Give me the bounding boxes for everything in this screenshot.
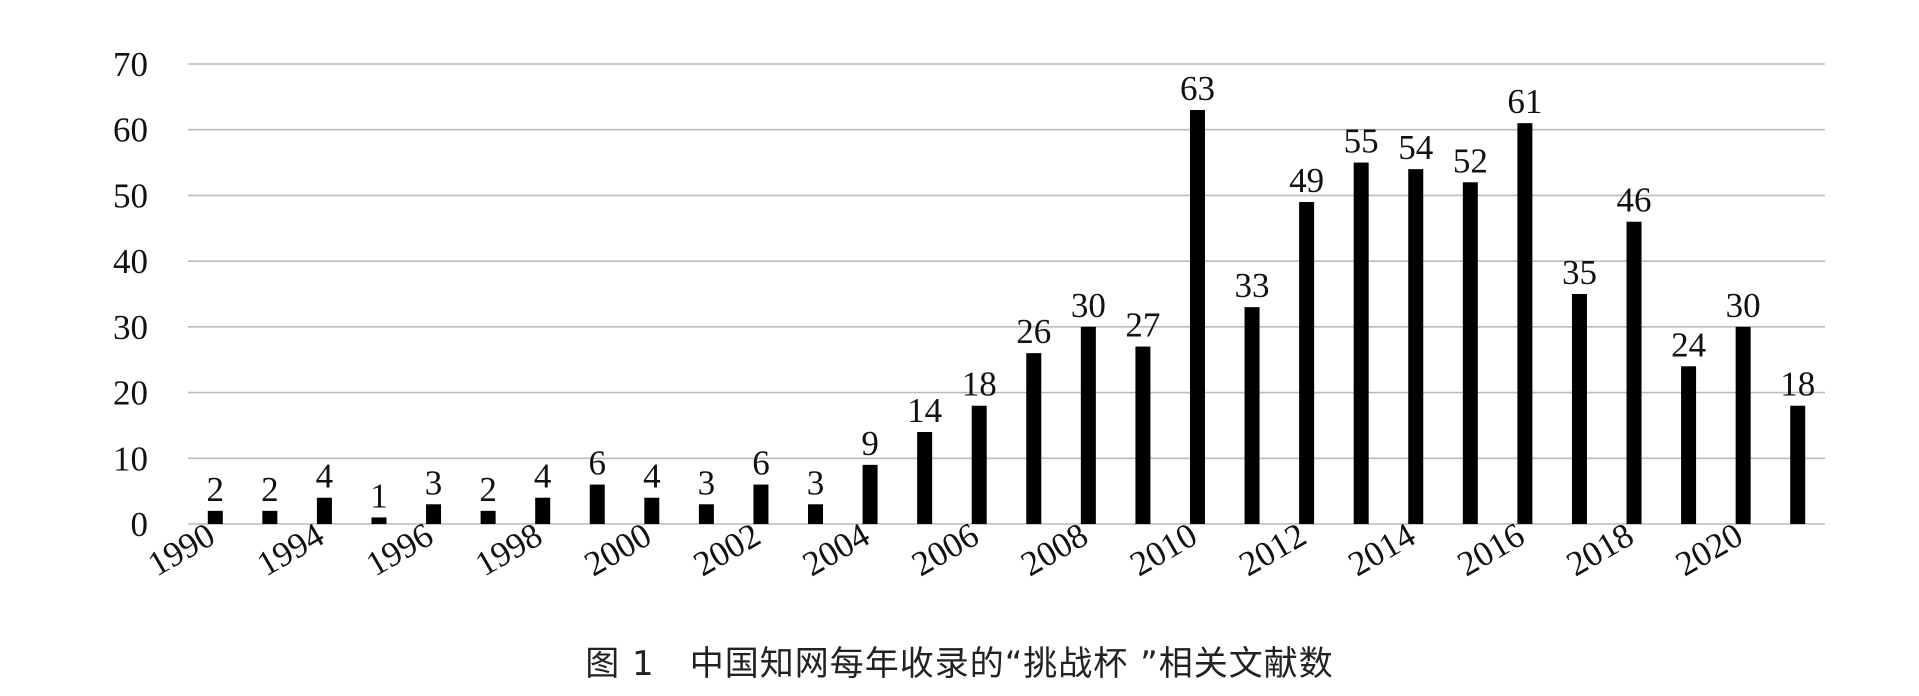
bar xyxy=(808,504,824,524)
y-tick-label: 10 xyxy=(113,439,148,478)
bar xyxy=(1626,221,1642,524)
data-label: 46 xyxy=(1617,181,1652,220)
bar xyxy=(207,510,223,524)
data-label: 1 xyxy=(370,476,388,515)
bar xyxy=(1026,353,1042,524)
bar xyxy=(1189,110,1205,524)
data-label: 26 xyxy=(1016,312,1051,351)
y-tick-label: 40 xyxy=(113,242,148,281)
data-label: 4 xyxy=(534,457,552,496)
y-tick-label: 70 xyxy=(113,45,148,84)
data-label: 35 xyxy=(1562,253,1597,292)
y-tick-label: 0 xyxy=(131,505,149,544)
data-label: 3 xyxy=(698,463,716,502)
x-tick-label: 2018 xyxy=(1560,515,1640,584)
data-label: 27 xyxy=(1125,306,1160,345)
x-tick-label: 2008 xyxy=(1014,515,1094,584)
data-label: 6 xyxy=(589,444,607,483)
bar xyxy=(1299,202,1315,524)
x-tick-label: 2002 xyxy=(687,515,767,584)
data-label: 4 xyxy=(316,457,334,496)
data-label: 9 xyxy=(861,424,879,463)
x-tick-label: 2020 xyxy=(1669,515,1749,584)
data-label: 18 xyxy=(1780,365,1815,404)
bar xyxy=(1353,162,1369,525)
x-tick-label: 1994 xyxy=(250,515,330,584)
data-label: 24 xyxy=(1671,325,1706,364)
data-label: 6 xyxy=(752,444,770,483)
x-tick-label: 2014 xyxy=(1342,515,1422,584)
data-label: 61 xyxy=(1507,82,1542,121)
bar xyxy=(1571,294,1587,524)
data-label: 3 xyxy=(807,463,825,502)
data-label: 14 xyxy=(907,391,942,430)
x-tick-label: 2000 xyxy=(578,515,658,584)
data-label: 2 xyxy=(479,470,497,509)
bar xyxy=(1735,326,1751,524)
x-tick-label: 2010 xyxy=(1123,515,1203,584)
bar xyxy=(862,464,878,524)
y-tick-label: 60 xyxy=(113,111,148,150)
figure-caption: 图 1 中国知网每年收录的“挑战杯 ”相关文献数 xyxy=(585,644,1334,684)
data-label: 49 xyxy=(1289,161,1324,200)
y-tick-label: 30 xyxy=(113,308,148,347)
bar xyxy=(371,517,387,524)
data-label: 3 xyxy=(425,463,443,502)
data-label: 2 xyxy=(261,470,279,509)
x-tick-label: 1996 xyxy=(359,515,439,584)
bar xyxy=(480,510,496,524)
bar xyxy=(316,497,332,524)
bar xyxy=(753,484,769,524)
bar xyxy=(1462,182,1478,525)
bar xyxy=(1080,326,1096,524)
data-label: 30 xyxy=(1071,286,1106,325)
bar xyxy=(535,497,551,524)
data-label: 18 xyxy=(962,365,997,404)
bar xyxy=(1517,123,1533,525)
data-label: 33 xyxy=(1235,266,1270,305)
bar xyxy=(262,510,278,524)
data-label: 30 xyxy=(1726,286,1761,325)
y-tick-label: 20 xyxy=(113,374,148,413)
data-label: 52 xyxy=(1453,141,1488,180)
bar xyxy=(426,504,442,524)
data-label: 63 xyxy=(1180,69,1215,108)
x-tick-label: 2006 xyxy=(905,515,985,584)
data-label: 2 xyxy=(207,470,225,509)
bar xyxy=(1408,169,1424,524)
y-tick-label: 50 xyxy=(113,176,148,215)
x-tick-label: 2004 xyxy=(796,515,876,584)
x-tick-label: 2016 xyxy=(1451,515,1531,584)
data-label: 4 xyxy=(643,457,661,496)
bar xyxy=(589,484,605,524)
bar xyxy=(1244,307,1260,524)
data-label: 55 xyxy=(1344,122,1379,161)
bar xyxy=(698,504,714,524)
bar xyxy=(1790,405,1806,524)
bar xyxy=(917,432,933,524)
bar xyxy=(644,497,660,524)
bar xyxy=(1681,366,1697,524)
x-tick-label: 2012 xyxy=(1232,515,1312,584)
x-tick-label: 1990 xyxy=(141,515,221,584)
bar xyxy=(971,405,987,524)
x-tick-label: 1998 xyxy=(469,515,549,584)
bar xyxy=(1135,346,1151,524)
data-label: 54 xyxy=(1398,128,1433,167)
